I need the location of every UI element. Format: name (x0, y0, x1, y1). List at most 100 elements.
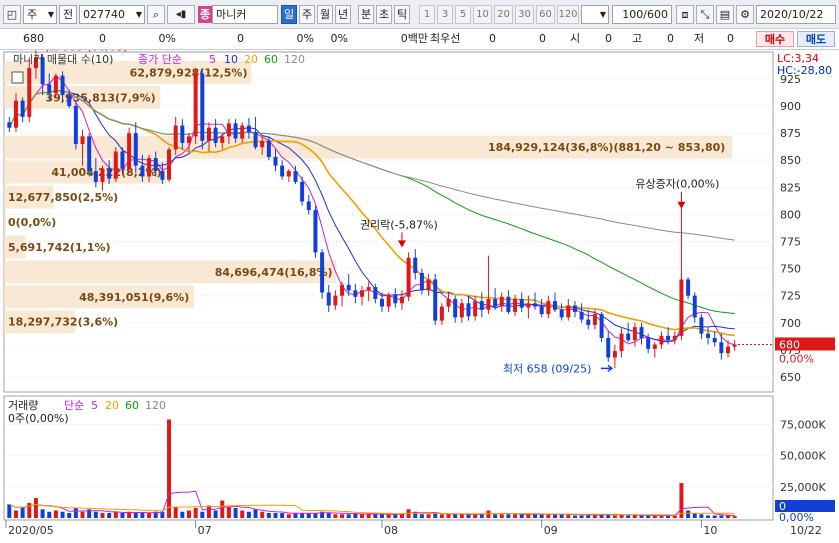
interval-60-button[interactable]: 60 (536, 5, 555, 24)
market-value: 주 (27, 8, 38, 21)
candle-body (586, 319, 591, 325)
market-select[interactable]: 주 ▼ (23, 5, 57, 24)
candle-body (87, 136, 92, 172)
volume-bar (566, 514, 571, 518)
volume-profile-legend[interactable]: 마니커 매물대 수(10) (13, 53, 113, 66)
interval-20-button[interactable]: 20 (494, 5, 513, 24)
candle-type-icon[interactable]: ⧈ (676, 5, 694, 24)
volume-bar (379, 514, 384, 518)
period-minute-button[interactable]: 분 (358, 5, 374, 24)
period-tick-button[interactable]: 틱 (394, 5, 410, 24)
speaker-icon[interactable]: ◂▮ (167, 5, 195, 24)
candle-body (187, 136, 191, 143)
interval-1-button[interactable]: 1 (419, 5, 435, 24)
candle-body (13, 100, 18, 128)
stock-code-input[interactable]: 027740 ▼ (79, 5, 145, 24)
candle-body (672, 335, 677, 341)
candle-body (27, 68, 32, 117)
mode-button[interactable]: 전 (59, 5, 77, 24)
volume-bar (393, 514, 398, 518)
current-price-percent: 0,00% (779, 352, 814, 365)
candle-body (53, 75, 58, 94)
hc-info: HC:-28,80 (777, 64, 832, 77)
period-day-button[interactable]: 일 (281, 5, 297, 24)
stock-name-field[interactable]: 마니커 (212, 5, 278, 24)
crosshair-icon[interactable]: ⤡ (696, 5, 714, 24)
gear-icon[interactable]: ⚙ (736, 5, 754, 24)
candle-body (553, 301, 557, 310)
stock-chart[interactable]: 62,879,928(12,5%) 39,935,813(7,9%) 184,929… (0, 40, 839, 540)
volume-bar (233, 508, 238, 518)
candle-body (120, 151, 125, 169)
date-field[interactable]: 2020/10/22 (756, 5, 836, 24)
candle-body (127, 133, 132, 169)
volume-bar (493, 514, 498, 518)
interval-10-button[interactable]: 10 (473, 5, 492, 24)
ma-line-120 (8, 89, 735, 241)
volume-bar (80, 511, 85, 518)
volume-bar (506, 514, 511, 518)
interval-30-button[interactable]: 30 (515, 5, 534, 24)
candle-body (426, 279, 431, 291)
volume-bar (127, 511, 132, 518)
volume-bar (666, 515, 671, 518)
volume-legend-label[interactable]: 거래량 (8, 399, 38, 412)
chart-settings-icon[interactable] (11, 71, 24, 84)
interval-120-button[interactable]: 120 (557, 5, 579, 24)
volume-profile-bar (4, 160, 167, 184)
ma-legend-label[interactable]: 종가 단순 (138, 53, 182, 66)
candle-body (419, 272, 424, 291)
candle-body (167, 149, 172, 180)
candle-body (313, 210, 318, 253)
sell-button[interactable]: 매도 (797, 31, 835, 47)
volume-bar (473, 514, 478, 518)
volume-bar (619, 514, 624, 518)
candle-body (599, 314, 604, 338)
x-tick-label: 07 (198, 524, 212, 537)
volume-bar (7, 504, 12, 518)
window-menu-icon[interactable]: ◰ (3, 5, 21, 24)
open-value: 0 (605, 32, 612, 45)
volume-bar (246, 511, 251, 518)
custom-interval-select[interactable]: ▼ (581, 5, 609, 24)
period-second-button[interactable]: 초 (376, 5, 392, 24)
volume-bar (726, 515, 731, 518)
chart-canvas[interactable]: 62,879,928(12,5%)39,935,813(7,9%)184,929… (0, 40, 839, 540)
current-price: 680 (23, 32, 44, 45)
buy-button[interactable]: 매수 (756, 31, 794, 47)
interval-5-button[interactable]: 5 (455, 5, 471, 24)
interval-3-button[interactable]: 3 (437, 5, 453, 24)
chevron-down-icon: ▼ (599, 10, 606, 19)
period-year-button[interactable]: 년 (335, 5, 351, 24)
candle-body (60, 75, 65, 96)
volume-bar (699, 514, 704, 518)
volume-ma-5: 5 (91, 399, 98, 412)
period-week-button[interactable]: 주 (299, 5, 315, 24)
lc-info: LC:3,34 (777, 52, 819, 65)
volume-bar (306, 513, 311, 518)
candle-body (113, 151, 118, 179)
volume-bar (679, 483, 684, 518)
toolbar: ◰ 주 ▼ 전 027740 ▼ ⌕ ◂▮ 종 마니커 일 주 월 년 분 초 틱 … (0, 0, 839, 29)
candle-body (466, 303, 471, 317)
current-price-tag (775, 337, 835, 351)
low-value: 0 (727, 32, 734, 45)
search-icon[interactable]: ⌕ (147, 5, 165, 24)
period-month-button[interactable]: 월 (317, 5, 333, 24)
candle-body (533, 303, 538, 307)
change-percent-2: 0% (296, 32, 314, 45)
ma-legend-60: 60 (264, 53, 278, 66)
high-value: 0 (667, 32, 674, 45)
volume-profile-bar (4, 235, 26, 259)
candle-body (193, 73, 198, 137)
y-tick-label: 775 (780, 236, 801, 249)
volume-bar (513, 514, 518, 518)
volume-profile-label: 62,879,928(12,5%) (130, 66, 248, 79)
candle-body (572, 305, 577, 312)
volume-bar (180, 511, 185, 518)
capital-marker-arrow (677, 201, 686, 209)
count-field[interactable]: 100/600 (612, 5, 672, 24)
candle-body (619, 333, 624, 351)
candle-body (439, 306, 444, 321)
screen-icon[interactable]: ▤ (716, 5, 734, 24)
